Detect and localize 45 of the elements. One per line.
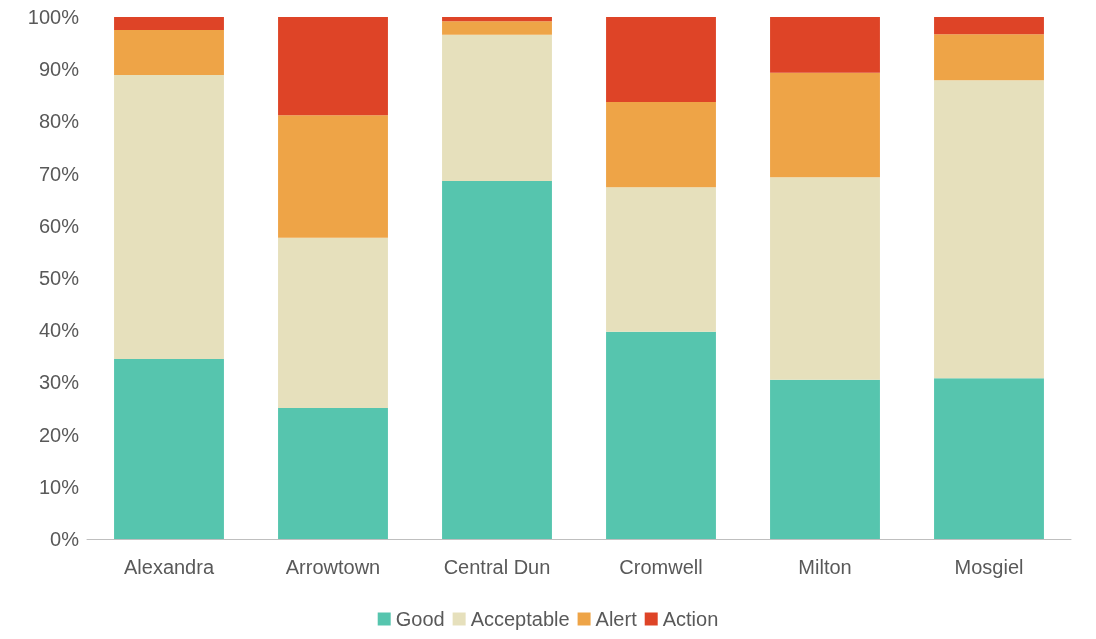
bar	[934, 17, 1044, 35]
bar	[770, 177, 880, 380]
y-tick-label: 90%	[38, 58, 80, 81]
y-tick-label: 80%	[38, 110, 80, 133]
y-tick-label: 40%	[38, 319, 80, 342]
bar	[934, 34, 1044, 81]
y-tick-label: 0%	[50, 528, 80, 550]
y-tick-label: 30%	[38, 371, 80, 394]
bar	[278, 237, 388, 408]
bar	[114, 17, 224, 31]
y-tick-label: 100%	[27, 6, 80, 28]
bar	[770, 379, 880, 539]
y-tick-label: 50%	[38, 267, 80, 289]
bar	[770, 72, 880, 178]
bar	[442, 17, 552, 22]
x-tick-label: Central Dun	[443, 556, 551, 578]
bar	[934, 80, 1044, 379]
bar	[606, 17, 716, 103]
y-tick-label: 70%	[38, 162, 80, 185]
bar	[114, 358, 224, 539]
bar	[442, 21, 552, 35]
x-tick-label: Arrowtown	[285, 556, 381, 578]
bar	[770, 17, 880, 73]
x-tick-label: Alexandra	[123, 556, 215, 578]
bar	[606, 102, 716, 188]
y-tick-label: 20%	[38, 423, 80, 446]
bar	[278, 407, 388, 539]
y-tick-label: 60%	[38, 214, 80, 237]
bar	[278, 17, 388, 116]
legend-label: Alert	[595, 608, 638, 630]
bar	[114, 30, 224, 75]
bar	[606, 187, 716, 332]
bar	[442, 34, 552, 181]
bar	[114, 74, 224, 359]
y-tick-label: 10%	[38, 475, 80, 498]
bar	[278, 115, 388, 238]
x-tick-label: Mosgiel	[954, 556, 1024, 578]
bar	[442, 180, 552, 539]
bar	[606, 331, 716, 539]
bar	[934, 378, 1044, 539]
x-tick-label: Cromwell	[619, 556, 703, 578]
legend-label: Good	[395, 608, 445, 630]
x-tick-label: Milton	[798, 556, 852, 578]
legend-label: Action	[662, 608, 719, 630]
legend-label: Acceptable	[470, 608, 570, 630]
